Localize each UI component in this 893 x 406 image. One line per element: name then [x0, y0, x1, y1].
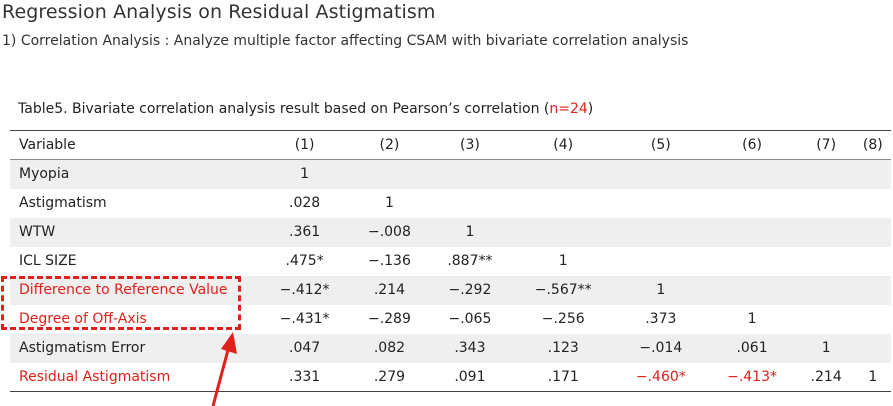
row-label: Myopia — [19, 166, 70, 183]
header-col-3: (3) — [460, 137, 480, 153]
table-row: Degree of Off-Axis −.431* −.289 −.065 −.… — [10, 305, 891, 334]
table-cell: 1 — [465, 224, 475, 240]
table-cell — [511, 160, 615, 189]
table-row: Astigmatism Error .047 .082 .343 .123 −.… — [10, 333, 891, 363]
row-label: Residual Astigmatism — [19, 368, 171, 385]
table-cell — [350, 160, 428, 189]
table-cell — [798, 189, 855, 218]
table-cell — [429, 160, 512, 189]
table-cell: −.256 — [541, 311, 585, 327]
page-subtitle: 1) Correlation Analysis : Analyze multip… — [2, 33, 689, 49]
table-cell — [855, 160, 891, 189]
table-cell — [798, 218, 855, 247]
table-cell: 1 — [300, 166, 310, 183]
table-cell — [798, 160, 855, 189]
table-cell: .123 — [547, 340, 579, 356]
table-cell: .331 — [289, 368, 321, 385]
table-cell — [615, 160, 706, 189]
table-cell: 1 — [384, 195, 394, 211]
table-cell — [511, 218, 615, 247]
header-col-2: (2) — [379, 137, 400, 153]
highlight-box — [1, 276, 241, 330]
correlation-table: Variable (1) (2) (3) (4) (5) (6) (7) (8)… — [10, 130, 891, 392]
table-cell — [615, 247, 706, 276]
row-label: ICL SIZE — [19, 253, 77, 269]
table-cell: .214 — [810, 368, 842, 385]
table-row: Myopia 1 — [10, 159, 891, 189]
table-cell — [706, 218, 797, 247]
table-cell — [855, 247, 891, 276]
header-col-1: (1) — [294, 137, 315, 153]
table-cell: 1 — [558, 253, 568, 269]
table-cell: .475* — [285, 253, 324, 269]
table-cell: −.431* — [279, 311, 330, 327]
table-cell: .279 — [373, 368, 406, 385]
table-cell: .361 — [289, 224, 321, 240]
table-cell: −.014 — [639, 340, 683, 356]
row-label: WTW — [19, 224, 56, 240]
caption-close: ) — [587, 101, 594, 117]
header-col-7: (7) — [816, 137, 837, 153]
caption-text: Table5. Bivariate correlation analysis r… — [18, 101, 550, 117]
table-cell — [798, 276, 855, 305]
table-row: ICL SIZE .475* −.136 .887** 1 — [10, 247, 891, 276]
table-cell: .373 — [645, 311, 677, 327]
table-cell — [706, 189, 797, 218]
table-cell: −.065 — [448, 311, 492, 327]
table-cell: −.136 — [367, 253, 411, 269]
table-cell: −.412* — [279, 282, 330, 298]
table-cell: .214 — [373, 282, 406, 298]
table-header-row: Variable (1) (2) (3) (4) (5) (6) (7) (8) — [10, 130, 891, 160]
header-col-5: (5) — [650, 137, 671, 153]
table-cell — [855, 334, 891, 363]
row-label: Degree of Off-Axis — [19, 311, 147, 327]
header-col-8: (8) — [862, 137, 883, 153]
table-cell — [615, 218, 706, 247]
table-caption: Table5. Bivariate correlation analysis r… — [18, 101, 593, 117]
table-row: Astigmatism .028 1 — [10, 189, 891, 218]
table-cell: .061 — [736, 340, 768, 356]
page-title: Regression Analysis on Residual Astigmat… — [2, 1, 436, 23]
table-cell: −.008 — [367, 224, 411, 240]
table-cell — [706, 160, 797, 189]
table-cell: .082 — [373, 340, 406, 356]
table-cell: −.413* — [727, 368, 777, 385]
header-col-4: (4) — [553, 137, 574, 153]
table-cell — [706, 276, 797, 305]
table-cell — [798, 247, 855, 276]
table-cell — [855, 276, 891, 305]
table-row: Difference to Reference Value −.412* .21… — [10, 275, 891, 305]
header-variable: Variable — [19, 137, 76, 153]
table-cell: .343 — [454, 340, 486, 356]
row-label: Astigmatism Error — [19, 340, 146, 356]
table-cell — [429, 189, 512, 218]
sample-size: n=24 — [549, 101, 588, 117]
table-cell: 1 — [656, 282, 666, 298]
table-cell: 1 — [747, 311, 757, 327]
table-row: Residual Astigmatism .331 .279 .091 .171… — [10, 363, 891, 392]
table-cell: −.460* — [635, 368, 686, 385]
table-cell: .171 — [547, 368, 579, 385]
header-col-6: (6) — [742, 137, 762, 153]
row-label: Astigmatism — [19, 195, 107, 211]
table-row: WTW .361 −.008 1 — [10, 217, 891, 247]
table-cell — [855, 218, 891, 247]
table-cell: .091 — [454, 368, 486, 385]
table-cell: 1 — [821, 340, 831, 356]
table-cell: .028 — [289, 195, 321, 211]
table-cell: .047 — [289, 340, 321, 356]
table-cell: .887** — [447, 253, 493, 269]
table-cell: 1 — [868, 368, 878, 385]
table-cell: −.567** — [534, 282, 592, 298]
table-cell — [511, 189, 615, 218]
table-cell — [798, 305, 855, 334]
table-cell — [855, 189, 891, 218]
table-cell — [855, 305, 891, 334]
row-label: Difference to Reference Value — [19, 282, 228, 298]
arrow-up-icon — [211, 332, 237, 406]
table-cell — [706, 247, 797, 276]
table-cell: −.289 — [367, 311, 411, 327]
table-cell — [615, 189, 706, 218]
table-cell: −.292 — [448, 282, 492, 298]
